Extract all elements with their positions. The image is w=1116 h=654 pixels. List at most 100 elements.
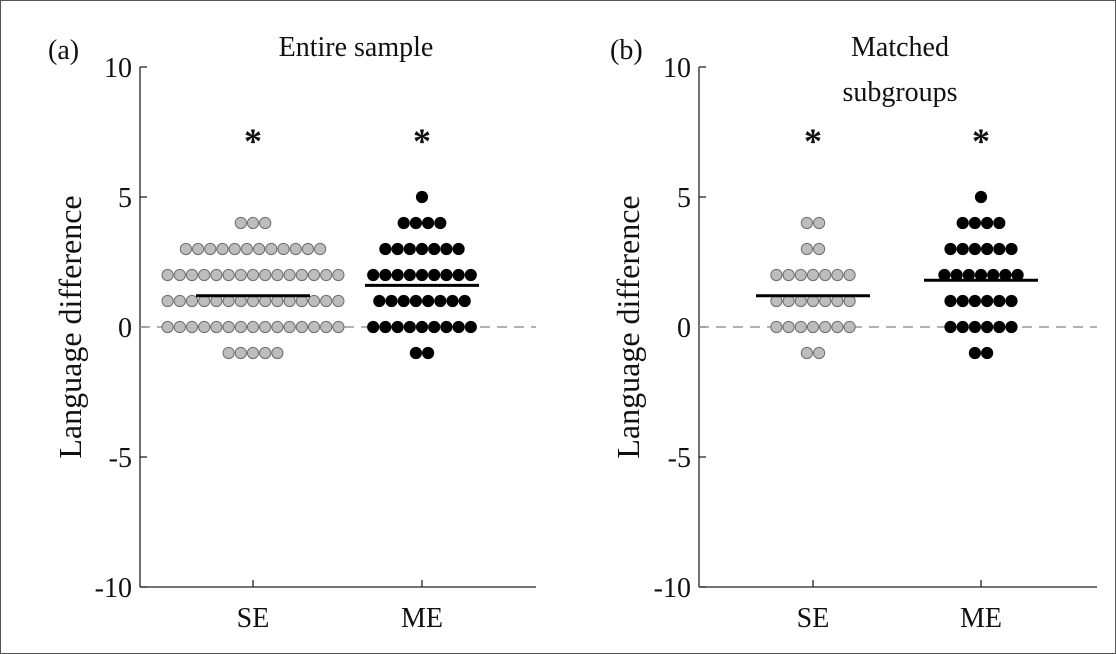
data-point	[831, 320, 844, 334]
data-point	[403, 320, 416, 334]
data-point	[794, 268, 807, 282]
series-me	[938, 190, 1024, 360]
data-point	[819, 268, 832, 282]
data-point	[271, 268, 284, 282]
chart-title: Matched	[851, 32, 949, 63]
data-point	[782, 320, 795, 334]
data-point	[409, 346, 422, 360]
data-point	[259, 320, 272, 334]
series-me	[367, 190, 477, 360]
data-point	[161, 268, 174, 282]
chart-title: Entire sample	[279, 32, 434, 63]
data-point	[271, 320, 284, 334]
data-point	[332, 268, 345, 282]
data-point	[944, 294, 957, 308]
data-point	[446, 294, 459, 308]
data-point	[415, 268, 429, 282]
data-point	[819, 320, 832, 334]
data-point	[782, 268, 795, 282]
data-point	[415, 320, 429, 334]
data-point	[993, 216, 1006, 230]
data-point	[409, 216, 422, 230]
data-point	[944, 320, 957, 334]
data-point	[944, 242, 957, 256]
significance-marker: *	[413, 121, 431, 161]
data-point	[422, 346, 435, 360]
y-tick-label: -5	[668, 443, 691, 474]
data-point	[246, 320, 260, 334]
data-point	[367, 268, 380, 282]
data-point	[831, 268, 844, 282]
data-point	[981, 242, 994, 256]
data-point	[415, 190, 429, 204]
data-point	[968, 216, 982, 230]
data-point	[415, 242, 429, 256]
data-point	[320, 320, 333, 334]
data-point	[993, 242, 1006, 256]
data-point	[458, 294, 471, 308]
data-point	[956, 216, 969, 230]
data-point	[192, 242, 205, 256]
data-point	[981, 294, 994, 308]
data-point	[373, 294, 386, 308]
data-point	[794, 320, 807, 334]
data-point	[320, 268, 333, 282]
data-point	[843, 320, 856, 334]
data-point	[283, 268, 296, 282]
data-point	[385, 294, 398, 308]
data-point	[173, 320, 186, 334]
data-point	[993, 320, 1006, 334]
data-point	[216, 242, 229, 256]
data-point	[222, 346, 235, 360]
data-point	[240, 242, 253, 256]
data-point	[271, 346, 284, 360]
data-point	[974, 190, 988, 204]
chart-panel-b: 10 5 0 -5 -10 Language difference (b) Matched su…	[610, 32, 1097, 634]
data-point	[434, 294, 447, 308]
data-point	[434, 216, 447, 230]
data-point	[403, 268, 416, 282]
data-point	[259, 268, 272, 282]
data-point	[968, 346, 982, 360]
x-category-label: ME	[401, 603, 443, 634]
chart-panel-a: 10 5 0 -5 -10 Language difference (a) Entire sa…	[48, 32, 536, 634]
data-point	[265, 242, 278, 256]
data-point	[246, 268, 260, 282]
data-point	[204, 242, 217, 256]
data-point	[391, 268, 404, 282]
data-point	[409, 294, 422, 308]
data-point	[422, 216, 435, 230]
data-point	[379, 268, 392, 282]
data-point	[185, 320, 199, 334]
data-point	[173, 294, 186, 308]
data-point	[234, 216, 247, 230]
data-point	[800, 216, 814, 230]
y-tick-label: 0	[677, 313, 691, 344]
chart-title: subgroups	[842, 77, 957, 108]
data-point	[198, 268, 211, 282]
data-point	[210, 268, 223, 282]
data-point	[440, 242, 453, 256]
data-point	[198, 320, 211, 334]
data-point	[428, 242, 441, 256]
data-point	[428, 320, 441, 334]
data-point	[161, 294, 174, 308]
data-point	[246, 216, 260, 230]
y-tick-label: -10	[654, 573, 691, 604]
data-point	[968, 320, 982, 334]
data-point	[283, 320, 296, 334]
data-point	[464, 268, 477, 282]
data-point	[452, 242, 465, 256]
data-point	[800, 346, 814, 360]
series-se	[770, 216, 856, 360]
data-point	[403, 242, 416, 256]
data-point	[981, 216, 994, 230]
data-point	[806, 268, 820, 282]
data-point	[452, 320, 465, 334]
data-point	[770, 320, 783, 334]
y-axis-label: Language difference	[52, 195, 88, 458]
significance-marker: *	[804, 121, 822, 161]
data-point	[173, 268, 186, 282]
y-tick-label: 10	[663, 53, 691, 84]
